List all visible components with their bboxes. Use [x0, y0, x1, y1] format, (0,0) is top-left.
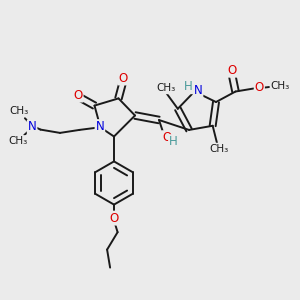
Text: N: N — [28, 120, 37, 134]
Text: CH₃: CH₃ — [9, 106, 28, 116]
Text: CH₃: CH₃ — [157, 83, 176, 93]
Text: O: O — [162, 131, 171, 144]
Text: CH₃: CH₃ — [209, 144, 228, 154]
Text: O: O — [255, 81, 264, 94]
Text: O: O — [118, 71, 127, 85]
Text: CH₃: CH₃ — [271, 81, 290, 91]
Text: O: O — [227, 64, 236, 77]
Text: O: O — [110, 212, 118, 225]
Text: H: H — [184, 80, 192, 93]
Text: CH₃: CH₃ — [8, 136, 28, 146]
Text: O: O — [74, 88, 82, 102]
Text: H: H — [169, 135, 178, 148]
Text: N: N — [194, 83, 203, 97]
Text: N: N — [95, 120, 104, 133]
